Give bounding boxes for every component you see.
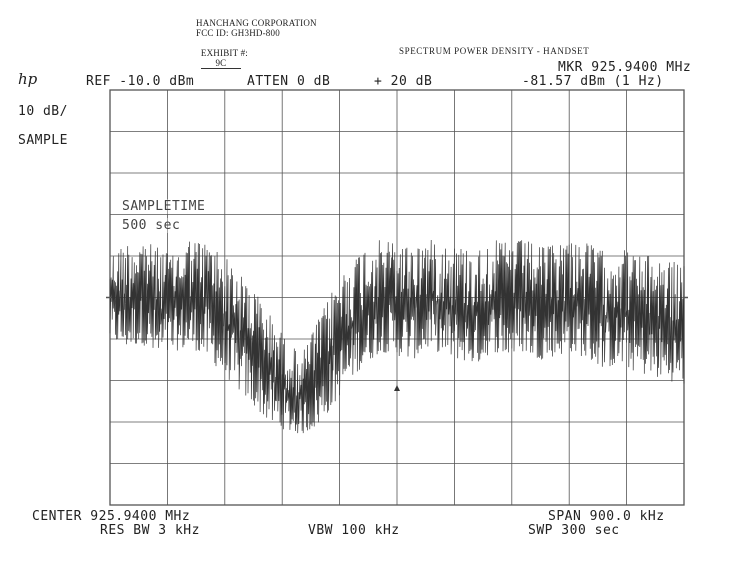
scale-per-division: 10 dB/	[18, 104, 68, 119]
spectrum-trace	[109, 239, 685, 434]
sampletime-overlay: SAMPLETIME	[122, 199, 206, 214]
video-bandwidth: VBW 100 kHz	[308, 523, 400, 538]
exhibit-value: 9C	[200, 58, 241, 69]
center-frequency: CENTER 925.9400 MHz	[32, 509, 191, 524]
detector-mode: SAMPLE	[18, 133, 68, 148]
exhibit-label: EXHIBIT #:	[200, 48, 248, 58]
marker-frequency: MKR 925.9400 MHz	[558, 60, 692, 75]
company-name: HANCHANG CORPORATION	[196, 18, 317, 28]
document-title: SPECTRUM POWER DENSITY - HANDSET	[399, 46, 590, 56]
exhibit-row: EXHIBIT #: 9C	[196, 38, 248, 69]
spectrum-trace-line	[109, 239, 685, 434]
offset: + 20 dB	[374, 74, 433, 89]
marker-symbol	[394, 385, 400, 392]
resolution-bandwidth: RES BW 3 kHz	[100, 523, 200, 538]
hp-logo: hp	[18, 70, 38, 88]
sweep-time: SWP 300 sec	[528, 523, 620, 538]
marker-level: -81.57 dBm (1 Hz)	[522, 74, 664, 89]
span: SPAN 900.0 kHz	[548, 509, 665, 524]
plot-markers	[106, 296, 688, 392]
ref-level: REF -10.0 dBm	[86, 74, 195, 89]
sampletime-value: 500 sec	[122, 218, 181, 233]
attenuation: ATTEN 0 dB	[247, 74, 331, 89]
fcc-id: FCC ID: GH3HD-800	[196, 28, 280, 38]
